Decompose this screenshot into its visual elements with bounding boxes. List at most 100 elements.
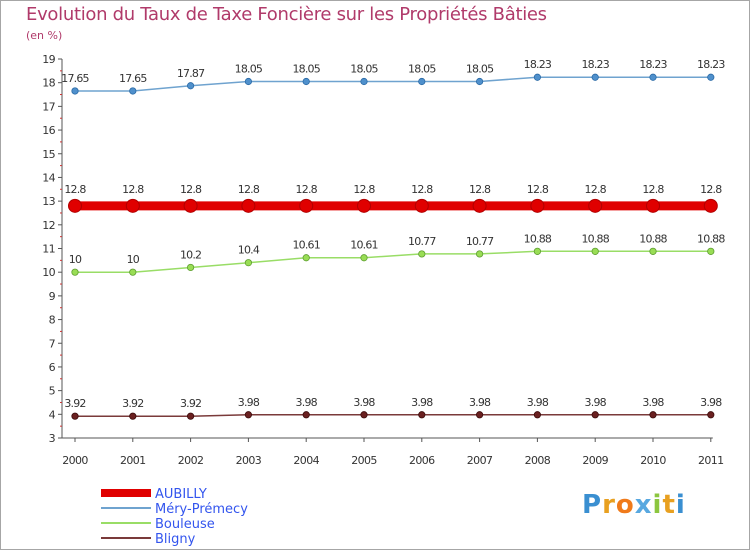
data-point (129, 87, 137, 95)
data-point (302, 77, 310, 86)
data-label: 10 (127, 253, 140, 266)
data-label: 12.8 (238, 183, 260, 196)
data-label: 3.92 (64, 397, 85, 410)
x-tick-label: 2002 (178, 454, 204, 467)
data-point (187, 263, 195, 272)
x-tick-label: 2001 (120, 454, 146, 467)
logo-letter: x (634, 490, 653, 520)
y-tick-label: 15 (42, 148, 55, 161)
data-label: 10.88 (581, 232, 609, 245)
y-tick-label: 8 (49, 314, 56, 327)
data-point (187, 82, 195, 90)
data-point (241, 198, 256, 213)
data-label: 3.98 (238, 396, 260, 409)
legend-label: AUBILLY (155, 487, 207, 502)
data-label: 12.8 (353, 183, 375, 196)
data-point (472, 198, 487, 213)
legend-label: Bouleuse (155, 517, 215, 532)
data-label: 3.92 (122, 397, 143, 410)
data-label: 3.98 (296, 396, 318, 409)
data-point (360, 411, 368, 419)
series-line-3 (75, 250, 711, 273)
data-point (68, 198, 82, 213)
data-point (129, 412, 137, 420)
y-tick-label: 6 (49, 361, 56, 374)
y-tick-label: 3 (49, 432, 56, 445)
y-tick-label: 19 (42, 53, 55, 66)
x-tick-label: 2000 (62, 454, 88, 467)
data-point (71, 87, 79, 95)
data-label: 12.8 (469, 183, 491, 196)
y-tick-label: 13 (42, 195, 55, 208)
data-label: 3.98 (700, 396, 722, 409)
logo-letter: i (675, 490, 686, 520)
chart-title: Evolution du Taux de Taxe Foncière sur l… (26, 4, 547, 25)
data-point (244, 411, 252, 419)
x-tick-label: 2005 (351, 454, 377, 467)
data-label: 10 (69, 253, 82, 266)
data-point (475, 77, 484, 86)
data-label: 10.61 (292, 239, 320, 252)
logo-letter: P (582, 490, 603, 520)
x-tick-label: 2007 (467, 454, 493, 467)
data-label: 12.8 (642, 183, 664, 196)
x-tick-label: 2008 (525, 454, 551, 467)
data-label: 18.05 (408, 63, 436, 76)
data-label: 3.92 (180, 397, 201, 410)
data-point (125, 198, 140, 213)
data-label: 17.87 (177, 67, 205, 80)
data-label: 10.88 (639, 232, 667, 245)
data-label: 18.23 (524, 58, 552, 71)
data-label: 12.8 (700, 183, 722, 196)
logo-letter: o (615, 490, 635, 520)
data-label: 10.88 (524, 232, 552, 245)
data-point (475, 250, 484, 258)
data-point (183, 198, 198, 213)
x-tick-label: 2009 (582, 454, 608, 467)
data-label: 18.23 (697, 58, 725, 71)
data-point (244, 77, 252, 86)
data-point (591, 247, 599, 255)
data-point (703, 198, 718, 213)
data-label: 10.61 (350, 239, 378, 252)
legend-label: Méry-Prémecy (155, 502, 248, 517)
data-point (533, 73, 542, 81)
data-point (533, 411, 542, 419)
x-tick-label: 2011 (698, 454, 724, 467)
data-label: 17.65 (119, 72, 147, 85)
legend-label: Bligny (155, 532, 196, 547)
data-label: 12.8 (527, 183, 549, 196)
data-label: 12.8 (296, 183, 318, 196)
series-line-2 (75, 76, 711, 92)
data-label: 17.65 (61, 72, 89, 85)
y-tick-label: 4 (49, 408, 56, 421)
chart-subtitle: (en %) (26, 29, 63, 42)
data-point (649, 247, 657, 255)
data-point (414, 198, 429, 213)
data-label: 3.98 (469, 396, 491, 409)
y-tick-label: 7 (49, 337, 56, 350)
data-label: 3.98 (411, 396, 433, 409)
data-label: 12.8 (122, 183, 144, 196)
data-point (187, 412, 195, 420)
data-point (707, 411, 715, 419)
data-label: 18.23 (581, 58, 609, 71)
y-tick-label: 5 (49, 385, 56, 398)
y-tick-label: 12 (42, 219, 55, 232)
data-point (357, 198, 371, 213)
data-label: 10.2 (180, 248, 201, 261)
y-tick-label: 18 (42, 77, 55, 90)
data-point (71, 412, 79, 420)
data-label: 3.98 (585, 396, 607, 409)
x-tick-label: 2006 (409, 454, 435, 467)
data-label: 18.05 (466, 63, 494, 76)
data-label: 18.23 (639, 58, 667, 71)
data-point (299, 198, 314, 213)
data-point (418, 411, 426, 419)
data-point (129, 268, 137, 276)
data-point (530, 198, 545, 213)
x-tick-label: 2004 (293, 454, 319, 467)
data-point (71, 268, 79, 276)
data-point (707, 247, 715, 255)
